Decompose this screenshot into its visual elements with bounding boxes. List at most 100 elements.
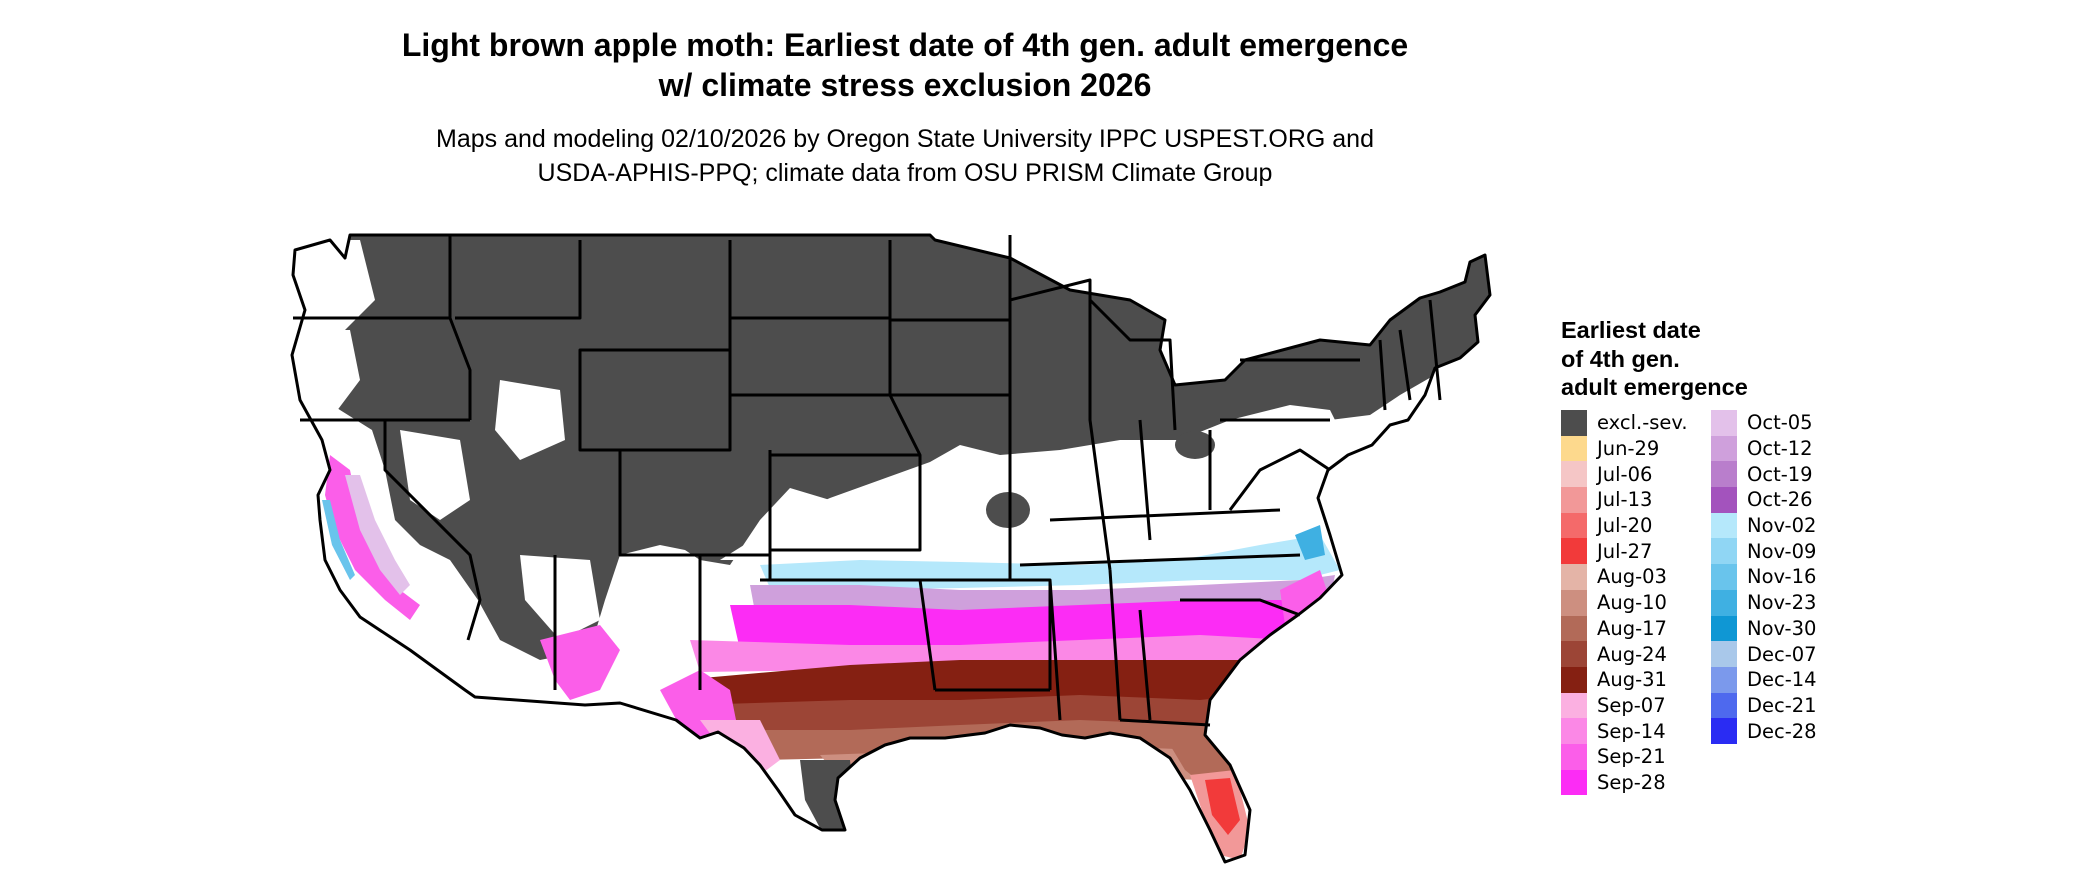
legend-label: Dec-21 [1747,693,1817,717]
legend-title: Earliest date of 4th gen. adult emergenc… [1561,316,1748,402]
legend-item: Aug-03 [1561,564,1688,590]
legend-label: Nov-16 [1747,565,1817,589]
map-title: Light brown apple moth: Earliest date of… [0,25,1810,105]
map-subtitle: Maps and modeling 02/10/2026 by Oregon S… [0,122,1810,190]
white-area-nevada [400,430,470,520]
white-area-virginia [1245,485,1335,535]
white-area-utah [495,380,565,460]
legend-label: Aug-31 [1597,668,1667,692]
border-ms-al [1048,569,1122,721]
legend-item: Dec-21 [1711,692,1817,719]
legend-label: Dec-28 [1747,719,1817,743]
border-va-wv [1228,448,1331,511]
white-area-kentucky [1090,460,1270,540]
legend-item: Nov-16 [1711,564,1817,590]
legend-label: Nov-30 [1747,616,1817,640]
legend-label: Dec-07 [1747,642,1817,666]
legend-swatch [1711,641,1737,667]
carolina-coast-pink [1280,570,1330,630]
legend-label: Sep-14 [1597,719,1666,743]
legend-swatch [1561,769,1587,796]
map-title-line-1: Light brown apple moth: Earliest date of… [401,27,1409,63]
legend-swatch [1561,435,1587,462]
legend-item: Nov-23 [1711,589,1817,616]
nov-fringe-band [760,535,1340,590]
border-dakotas [728,240,892,395]
florida-jul-27 [1205,778,1240,835]
legend-item: Jul-27 [1561,538,1688,565]
border-mn-ia-mo [890,235,1012,580]
white-area-new-mexico [630,560,700,650]
legend-label: Oct-19 [1747,462,1813,486]
legend-label: Oct-12 [1747,437,1813,461]
legend-item: Jun-29 [1561,435,1688,462]
legend-item: Jul-13 [1561,487,1688,513]
legend-label: Sep-28 [1597,770,1666,794]
legend-title-line-2: of 4th gen. [1561,345,1680,372]
legend-label: Aug-03 [1597,565,1667,589]
ohio-excluded-blob [1175,431,1215,459]
map-subtitle-line-2: USDA-APHIS-PPQ; climate data from OSU PR… [537,159,1273,187]
legend-item: Oct-05 [1711,410,1817,436]
border-new-england [1378,299,1442,411]
legend-swatch [1561,461,1587,488]
legend-item: Nov-02 [1711,512,1817,539]
border-mt-wy [455,240,582,320]
legend-swatch [1561,641,1587,667]
legend-swatch [1561,666,1587,693]
legend-swatch [1561,564,1587,590]
border-ga-fl [1119,609,1211,727]
legend-label: Dec-14 [1747,668,1817,692]
legend-swatch [1711,615,1737,642]
white-area-washington [292,240,375,330]
legend-swatch [1711,461,1737,488]
chesapeake-blue [1295,525,1325,560]
texas-coast-red [845,765,870,830]
legend-label: Oct-05 [1747,411,1813,435]
aug-10-gulf [820,745,1230,790]
california-coast-magenta [325,455,420,620]
legend-swatch [1561,512,1587,539]
legend-item: Oct-19 [1711,461,1817,488]
legend-label: Jul-13 [1597,488,1653,512]
legend-swatch [1561,487,1587,513]
legend-swatch [1561,692,1587,719]
legend-swatch [1711,589,1737,616]
border-tn-ky [1019,508,1301,567]
legend-swatch [1561,718,1587,744]
legend-column-2: Oct-05 Oct-12 Oct-19 Oct-26 Nov-02 Nov-09 Nov-… [1711,410,1817,744]
legend-item: Oct-12 [1711,435,1817,462]
legend-item: Nov-30 [1711,615,1817,642]
california-coast-blue [322,500,355,580]
legend-item: excl.-sev. [1561,410,1688,436]
legend-swatch [1711,487,1737,513]
legend-item: Dec-07 [1711,641,1817,667]
state-borders [290,233,1492,864]
legend-item: Sep-14 [1561,718,1688,744]
ozark-excluded-blob [986,492,1030,528]
legend-label: Aug-10 [1597,591,1667,615]
legend-item: Sep-28 [1561,769,1688,796]
border-sc-nc [1180,598,1301,617]
legend-swatch [1711,538,1737,565]
legend-swatch [1711,435,1737,462]
legend-label: Nov-23 [1747,591,1817,615]
legend-label: Jun-29 [1597,437,1660,461]
legend-item: Oct-26 [1711,487,1817,513]
legend-item: Jul-20 [1561,512,1688,539]
legend-swatch [1711,718,1737,744]
border-az-nm [553,555,702,690]
legend-item: Aug-24 [1561,641,1688,667]
legend-item: Nov-09 [1711,538,1817,565]
map-subtitle-line-1: Maps and modeling 02/10/2026 by Oregon S… [436,125,1374,153]
legend-swatch [1561,589,1587,616]
border-wy-box [578,348,732,452]
legend-item: Sep-21 [1561,743,1688,770]
legend-swatch [1711,410,1737,436]
legend-swatch [1561,538,1587,565]
legend-item: Sep-07 [1561,692,1688,719]
border-wi-il [1009,278,1112,571]
map-title-line-2: w/ climate stress exclusion 2026 [658,67,1152,103]
legend-label: Aug-17 [1597,616,1667,640]
legend-label: Nov-02 [1747,514,1817,538]
